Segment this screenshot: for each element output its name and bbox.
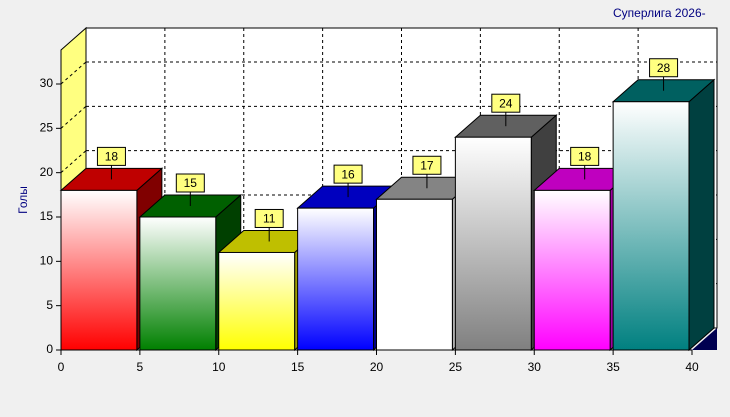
y-tick-label: 0 — [46, 342, 53, 356]
label-box — [96, 146, 126, 166]
label-box — [570, 146, 600, 166]
data-label: 28 — [657, 61, 671, 75]
x-tick-label: 35 — [606, 360, 620, 374]
x-tick-label: 25 — [449, 360, 463, 374]
label-box — [649, 58, 679, 78]
y-tick-label: 25 — [40, 121, 54, 135]
x-tick-label: 0 — [58, 360, 65, 374]
x-tick-label: 30 — [528, 360, 542, 374]
y-tick-label: 30 — [40, 76, 54, 90]
x-tick-label: 10 — [212, 360, 226, 374]
data-label: 17 — [420, 158, 434, 172]
data-label: 18 — [578, 150, 592, 164]
data-label: 24 — [499, 96, 513, 110]
x-tick-label: 15 — [291, 360, 305, 374]
y-tick-label: 10 — [40, 254, 54, 268]
label-box — [412, 155, 442, 175]
data-label: 11 — [263, 212, 276, 226]
y-tick-label: 20 — [40, 165, 54, 179]
y-tick-label: 5 — [46, 298, 53, 312]
bar — [611, 78, 716, 352]
data-label: 16 — [341, 167, 355, 181]
y-axis-label: Голы — [16, 186, 30, 214]
label-box — [333, 164, 363, 184]
x-tick-label: 5 — [137, 360, 144, 374]
data-label: 18 — [105, 150, 119, 164]
data-label: 15 — [184, 176, 198, 190]
label-box — [254, 208, 284, 228]
x-tick-label: 40 — [685, 360, 699, 374]
label-box — [175, 173, 205, 193]
x-tick-label: 20 — [370, 360, 384, 374]
chart-title: Суперлига 2026- — [613, 6, 706, 20]
floor-corner — [692, 328, 717, 350]
label-box — [491, 93, 521, 113]
y-tick-label: 15 — [40, 209, 54, 223]
